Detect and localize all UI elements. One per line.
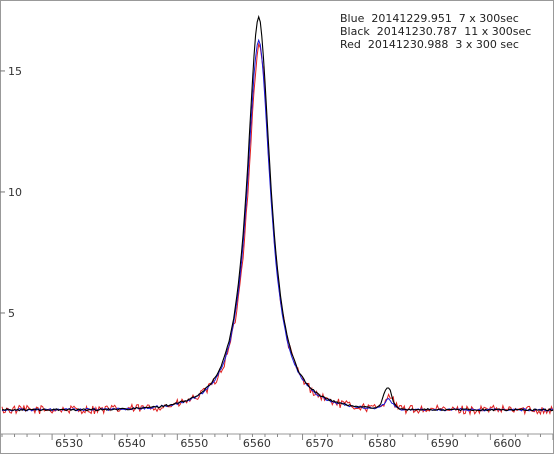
legend-entry-black: Black 20141230.787 11 x 300sec [340,25,531,38]
legend-entry-blue: Blue 20141229.951 7 x 300sec [340,12,519,25]
x-tick-label-6550: 6550 [180,437,208,450]
x-tick-label-6530: 6530 [55,437,83,450]
series-lines [1,14,554,416]
x-tick-label-6570: 6570 [306,437,334,450]
series-line-black [1,14,554,412]
x-tick-label-6540: 6540 [118,437,146,450]
y-tick-label-5: 5 [8,307,15,320]
series-line-red [1,42,554,416]
x-tick-label-6590: 6590 [431,437,459,450]
series-line-blue [1,38,554,412]
x-tick-label-6560: 6560 [243,437,271,450]
legend: Blue 20141229.951 7 x 300sec Black 20141… [340,12,531,51]
y-tick-label-10: 10 [8,186,22,199]
x-axis-ticks: 6530 6540 6550 6560 6570 6580 6590 6600 [1,434,554,450]
y-tick-label-15: 15 [8,65,22,78]
x-tick-label-6580: 6580 [368,437,396,450]
legend-entry-red: Red 20141230.988 3 x 300 sec [340,38,519,51]
x-tick-label-6600: 6600 [493,437,521,450]
y-axis-ticks: 5 10 15 [0,65,22,320]
